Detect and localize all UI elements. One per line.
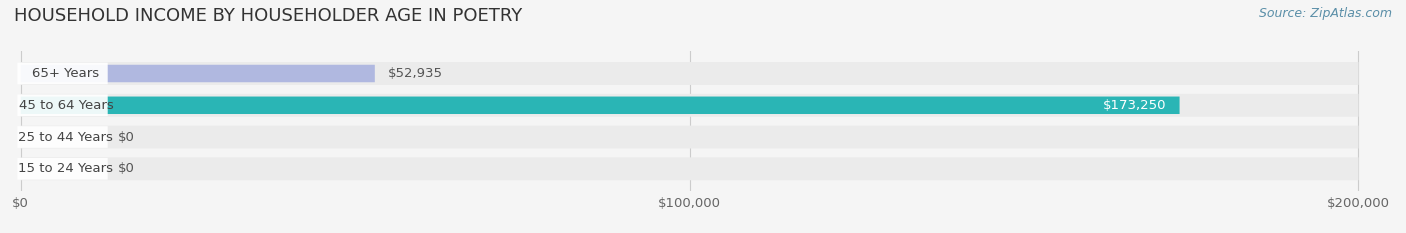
Text: $0: $0 xyxy=(118,162,135,175)
Text: Source: ZipAtlas.com: Source: ZipAtlas.com xyxy=(1258,7,1392,20)
FancyBboxPatch shape xyxy=(17,158,108,180)
FancyBboxPatch shape xyxy=(21,96,1180,114)
FancyBboxPatch shape xyxy=(17,63,108,84)
FancyBboxPatch shape xyxy=(17,94,108,116)
Text: 15 to 24 Years: 15 to 24 Years xyxy=(18,162,114,175)
FancyBboxPatch shape xyxy=(21,65,375,82)
Text: $173,250: $173,250 xyxy=(1102,99,1166,112)
FancyBboxPatch shape xyxy=(21,126,1358,148)
Text: 65+ Years: 65+ Years xyxy=(32,67,100,80)
Text: $0: $0 xyxy=(118,130,135,144)
FancyBboxPatch shape xyxy=(21,62,1358,85)
Text: 25 to 44 Years: 25 to 44 Years xyxy=(18,130,114,144)
Text: 45 to 64 Years: 45 to 64 Years xyxy=(18,99,114,112)
FancyBboxPatch shape xyxy=(21,157,1358,180)
FancyBboxPatch shape xyxy=(17,126,108,148)
Text: $52,935: $52,935 xyxy=(388,67,443,80)
Text: HOUSEHOLD INCOME BY HOUSEHOLDER AGE IN POETRY: HOUSEHOLD INCOME BY HOUSEHOLDER AGE IN P… xyxy=(14,7,522,25)
FancyBboxPatch shape xyxy=(21,94,1358,117)
